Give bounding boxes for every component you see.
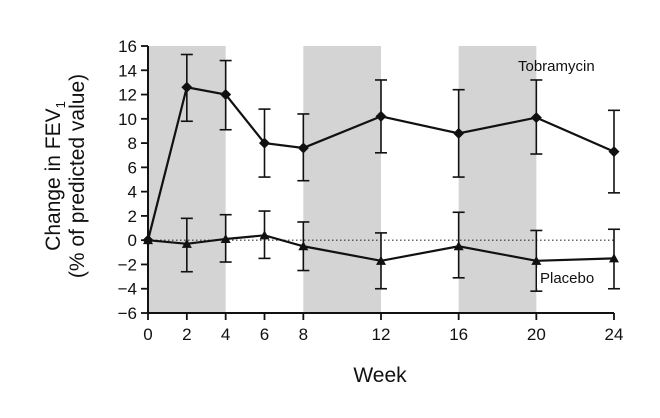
y-tick-label: 0 (128, 231, 137, 250)
x-axis-title: Week (353, 364, 407, 387)
y-axis-title-subscript: 1 (53, 101, 68, 108)
data-point (220, 89, 232, 101)
data-point (220, 233, 231, 243)
y-tick-label: 2 (128, 207, 137, 226)
y-tick-label: 4 (128, 183, 137, 202)
data-point (531, 255, 542, 265)
x-tick-label: 2 (182, 325, 191, 344)
series-placebo (143, 210, 620, 292)
y-tick-label: −4 (118, 280, 137, 299)
x-tick-label: 20 (527, 325, 546, 344)
data-point (453, 127, 465, 139)
series-layer: Tobramycin Placebo (142, 53, 620, 292)
x-tick-label: 16 (449, 325, 468, 344)
series-label-placebo: Placebo (540, 270, 594, 287)
series-label-tobramycin: Tobramycin (518, 58, 595, 75)
data-point (608, 146, 620, 158)
data-point (609, 253, 619, 263)
x-tick-label: 8 (299, 325, 308, 344)
y-tick-label: −2 (118, 255, 137, 274)
data-point (259, 137, 270, 149)
data-point (375, 110, 387, 122)
data-point (259, 230, 270, 240)
x-tick-label: 24 (605, 325, 624, 344)
data-point (530, 112, 542, 124)
y-tick-label: 8 (128, 134, 137, 153)
series-label-bg (537, 268, 611, 288)
y-axis-subtitle: (% of predicted value) (66, 74, 89, 278)
shaded-period-3 (458, 46, 537, 313)
x-tick-label: 0 (143, 325, 152, 344)
data-point (143, 235, 153, 245)
data-point (376, 255, 386, 265)
x-tick-label: 6 (260, 325, 269, 344)
y-tick-label: 10 (118, 110, 137, 129)
data-point (453, 241, 464, 251)
y-tick-label: 6 (128, 158, 137, 177)
y-axis-title-main: Change in FEV (42, 108, 65, 250)
x-tick-label: 4 (221, 325, 230, 344)
y-tick-label: 16 (118, 37, 137, 56)
treatment-period-bands (148, 46, 537, 313)
y-tick-label: 14 (118, 61, 137, 80)
data-point (298, 241, 309, 251)
data-point (181, 238, 192, 248)
y-axis-title: Change in FEV1 (42, 101, 68, 251)
data-point (297, 142, 309, 154)
y-tick-label: 12 (118, 86, 137, 105)
shaded-period-2 (303, 46, 381, 313)
data-point (181, 81, 193, 93)
y-tick-label: −6 (118, 304, 137, 323)
x-tick-label: 12 (372, 325, 391, 344)
